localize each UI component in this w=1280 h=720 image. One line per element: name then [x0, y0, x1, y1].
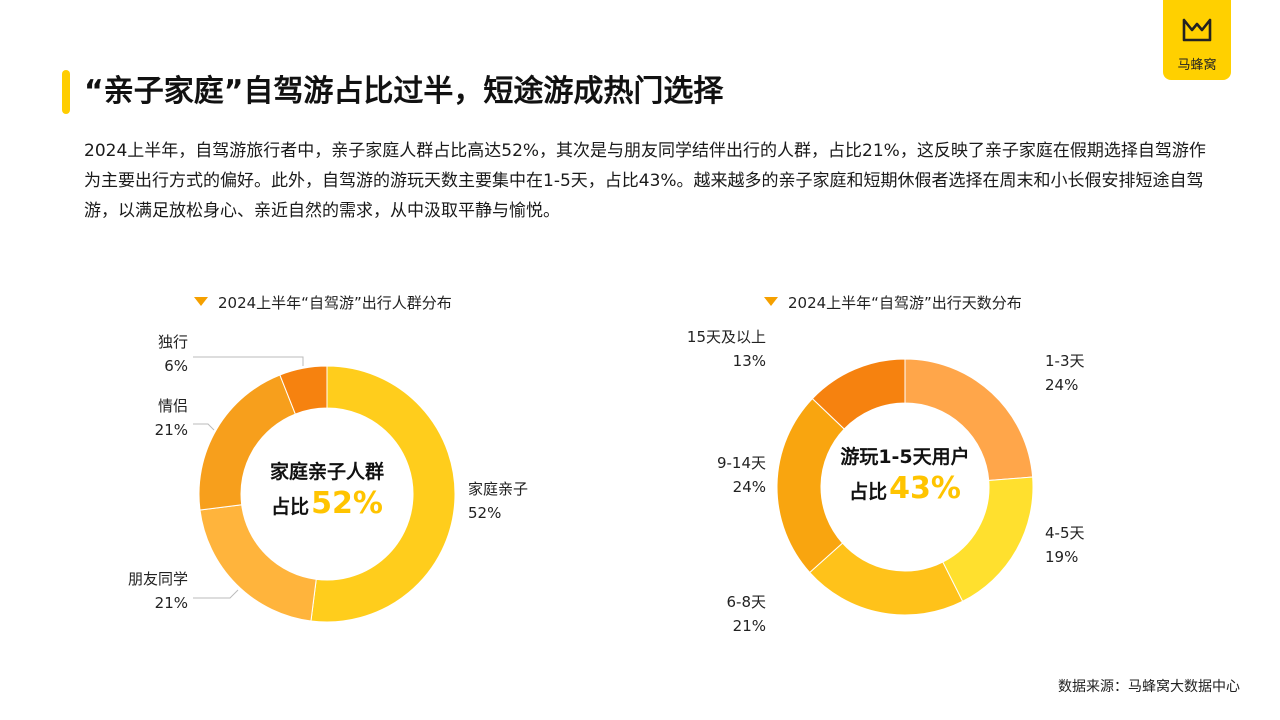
chart-1-center-title: 家庭亲子人群 [270, 460, 384, 483]
description-paragraph: 2024上半年，自驾游旅行者中，亲子家庭人群占比高达52%，其次是与朋友同学结伴… [84, 141, 1206, 221]
chart-2-slice-label-3: 6-8天 [727, 593, 767, 611]
chart-2-center-value: 占比43% [849, 471, 961, 506]
chart-1-slice-value-1: 52% [468, 504, 501, 522]
chart-2-title: 2024上半年“自驾游”出行天数分布 [764, 292, 1022, 314]
chart-2-slice-value-1: 24% [1045, 376, 1078, 394]
brand-logo: 马蜂窝 [1163, 0, 1231, 80]
logo-text: 马蜂窝 [1177, 58, 1217, 73]
triangle-marker-icon [764, 297, 778, 306]
triangle-marker-icon [194, 297, 208, 306]
chart-1-slice-label-4: 独行 [158, 333, 188, 351]
chart-2-slice-label-2: 4-5天 [1045, 524, 1085, 542]
chart-1-leader-line-3 [193, 423, 215, 431]
chart-1-slice-4 [279, 365, 328, 415]
chart-1-slice-2 [199, 504, 317, 622]
chart-1-slice-label-2: 朋友同学 [128, 570, 188, 588]
chart-2-slice-3 [808, 542, 964, 616]
chart-1-slice-value-2: 21% [155, 594, 188, 612]
chart-1-center-value: 占比52% [271, 486, 383, 521]
chart-1-leader-line-4 [193, 356, 304, 366]
chart-1-slice-1 [310, 365, 456, 623]
data-source: 数据来源：马蜂窝大数据中心 [1058, 679, 1240, 695]
chart-1-slice-label-1: 家庭亲子 [468, 480, 528, 498]
chart-1-slice-label-3: 情侣 [158, 397, 188, 415]
chart-1-title-text: 2024上半年“自驾游”出行人群分布 [218, 294, 452, 312]
chart-2-slice-label-4: 9-14天 [717, 454, 766, 472]
chart-2-slice-value-4: 24% [733, 478, 766, 496]
chart-2-slice-label-5: 15天及以上 [687, 328, 766, 346]
chart-2-slice-5 [811, 358, 906, 430]
chart-2-slice-4 [776, 397, 845, 574]
chart-1-slice-3 [198, 374, 296, 511]
chart-2-slice-value-5: 13% [733, 352, 766, 370]
chart-2-donut: 1-3天 24% 4-5天 19% 6-8天 21% 9-14天 24% 15天及以上 13% 游玩… [687, 328, 1085, 635]
chart-1-slice-value-4: 6% [164, 357, 188, 375]
chart-2-title-text: 2024上半年“自驾游”出行天数分布 [788, 294, 1022, 312]
title-accent-bar [62, 70, 70, 114]
chart-2-slice-label-1: 1-3天 [1045, 352, 1085, 370]
chart-1-leader-line-2 [193, 589, 239, 599]
chart-2-slice-value-3: 21% [733, 617, 766, 635]
logo-mark-icon [1182, 18, 1212, 42]
chart-1-slice-value-3: 21% [155, 421, 188, 439]
chart-2-center-title: 游玩1-5天用户 [840, 445, 969, 468]
chart-1-title: 2024上半年“自驾游”出行人群分布 [194, 292, 452, 314]
chart-2-slice-value-2: 19% [1045, 548, 1078, 566]
page-title: “亲子家庭”自驾游占比过半，短途游成热门选择 [84, 74, 724, 109]
